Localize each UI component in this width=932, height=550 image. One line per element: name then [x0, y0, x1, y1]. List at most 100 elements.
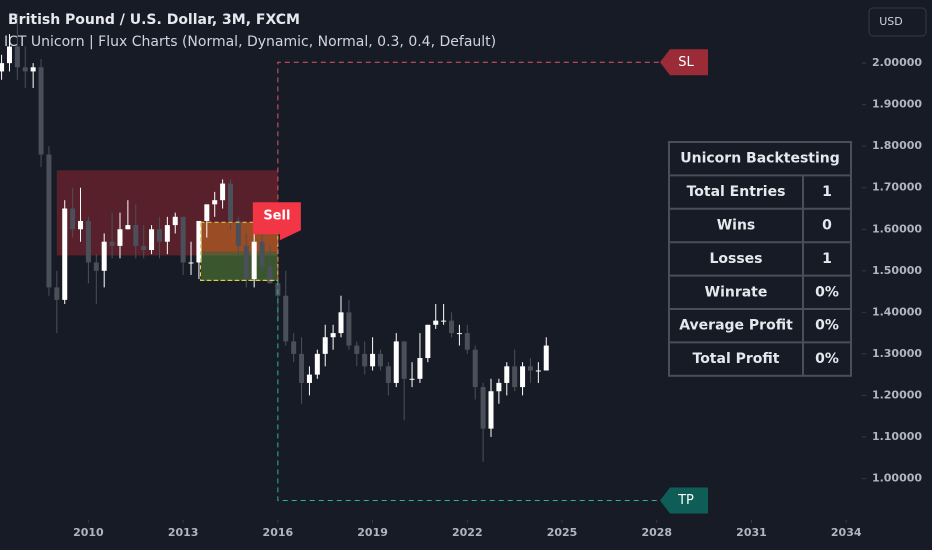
table-label: Total Entries — [687, 184, 786, 200]
y-tick-label: 1.00000 — [872, 471, 922, 484]
candle-body — [527, 366, 533, 371]
candle-body — [291, 341, 297, 354]
candle-body — [401, 341, 407, 379]
candle-body — [62, 208, 68, 300]
candle-body — [322, 337, 328, 354]
candle-body — [235, 220, 241, 246]
candle-body — [362, 353, 368, 367]
table-value: 1 — [822, 184, 832, 200]
candle-body — [354, 345, 360, 354]
y-tick-label: 1.80000 — [872, 139, 922, 152]
candle-body — [409, 378, 415, 380]
x-tick-label: 2028 — [641, 526, 672, 539]
candle-body — [425, 324, 431, 359]
table-value: 0% — [815, 284, 839, 300]
table-value: 0% — [815, 318, 839, 334]
candle-body — [243, 245, 249, 280]
table-value: 0% — [815, 351, 839, 367]
y-tick-label: 1.20000 — [872, 388, 922, 401]
candle-body — [441, 320, 447, 322]
stop_loss-tag — [660, 49, 708, 76]
candle-body — [212, 200, 218, 205]
x-tick-label: 2022 — [452, 526, 483, 539]
candle-body — [472, 349, 478, 388]
candle-body — [543, 345, 549, 371]
candle-body — [393, 341, 399, 383]
y-tick-label: 2.00000 — [872, 56, 922, 69]
y-tick-label: 1.40000 — [872, 305, 922, 318]
take_profit-tag — [660, 487, 708, 514]
candle-body — [433, 320, 439, 325]
candle-body — [30, 67, 36, 72]
x-tick-label: 2010 — [73, 526, 104, 539]
candle-body — [330, 333, 336, 338]
candle-body — [417, 358, 423, 379]
candle-body — [54, 287, 60, 300]
y-tick-label: 1.90000 — [872, 98, 922, 111]
table-title: Unicorn Backtesting — [680, 151, 840, 167]
candle-body — [109, 241, 115, 246]
y-tick-label: 1.10000 — [872, 430, 922, 443]
candle-body — [101, 241, 107, 271]
table-label: Wins — [717, 218, 756, 234]
signal-tag — [252, 202, 301, 241]
candle-body — [283, 295, 289, 342]
candle-body — [0, 63, 5, 72]
candle-body — [172, 216, 178, 226]
candle-body — [306, 374, 312, 383]
candle-body — [504, 366, 510, 383]
candle-body — [535, 370, 541, 372]
candle-body — [164, 225, 170, 242]
candle-body — [188, 262, 194, 264]
table-value: 1 — [822, 251, 832, 267]
candle-body — [125, 225, 131, 230]
candle-body — [46, 154, 52, 288]
candle-body — [377, 353, 383, 367]
table-value: 0 — [822, 218, 832, 234]
y-tick-label: 1.50000 — [872, 264, 922, 277]
currency-label[interactable]: USD — [879, 15, 903, 28]
candle-body — [156, 229, 162, 242]
candle-body — [480, 387, 486, 429]
x-tick-label: 2016 — [263, 526, 294, 539]
candle-body — [227, 183, 233, 221]
x-tick-label: 2013 — [168, 526, 199, 539]
candle-body — [512, 366, 518, 388]
candle-body — [220, 183, 226, 201]
table-label: Total Profit — [693, 351, 780, 367]
candle-body — [204, 204, 210, 221]
candle-body — [488, 391, 494, 429]
candle-body — [267, 266, 273, 284]
zone — [200, 251, 278, 281]
indicator-label: ICT Unicorn | Flux Charts (Normal, Dynam… — [4, 34, 496, 50]
candle-body — [251, 241, 257, 280]
candle-body — [449, 320, 455, 334]
candle-body — [149, 229, 155, 251]
candle-body — [117, 229, 123, 246]
symbol-title: British Pound / U.S. Dollar, 3M, FXCM — [8, 12, 300, 28]
candle-body — [259, 241, 265, 267]
candle-body — [70, 208, 76, 230]
take_profit-line — [277, 280, 660, 501]
candle-body — [385, 366, 391, 383]
y-tick-label: 1.30000 — [872, 347, 922, 360]
candle-body — [346, 312, 352, 346]
signal-label: Sell — [263, 209, 290, 224]
currency-button[interactable] — [868, 7, 927, 37]
take_profit-label: TP — [677, 493, 694, 508]
candle-body — [370, 353, 376, 367]
candle-body — [456, 333, 462, 335]
candle-body — [93, 262, 99, 271]
candle-body — [338, 312, 344, 334]
table-frame — [668, 141, 852, 377]
candle-body — [22, 67, 28, 72]
stop_loss-label: SL — [678, 55, 694, 70]
candle-body — [314, 353, 320, 375]
candle-body — [6, 46, 12, 64]
x-tick-label: 2034 — [831, 526, 862, 539]
candle-body — [38, 67, 44, 155]
x-tick-label: 2031 — [736, 526, 767, 539]
candle-body — [180, 216, 186, 263]
